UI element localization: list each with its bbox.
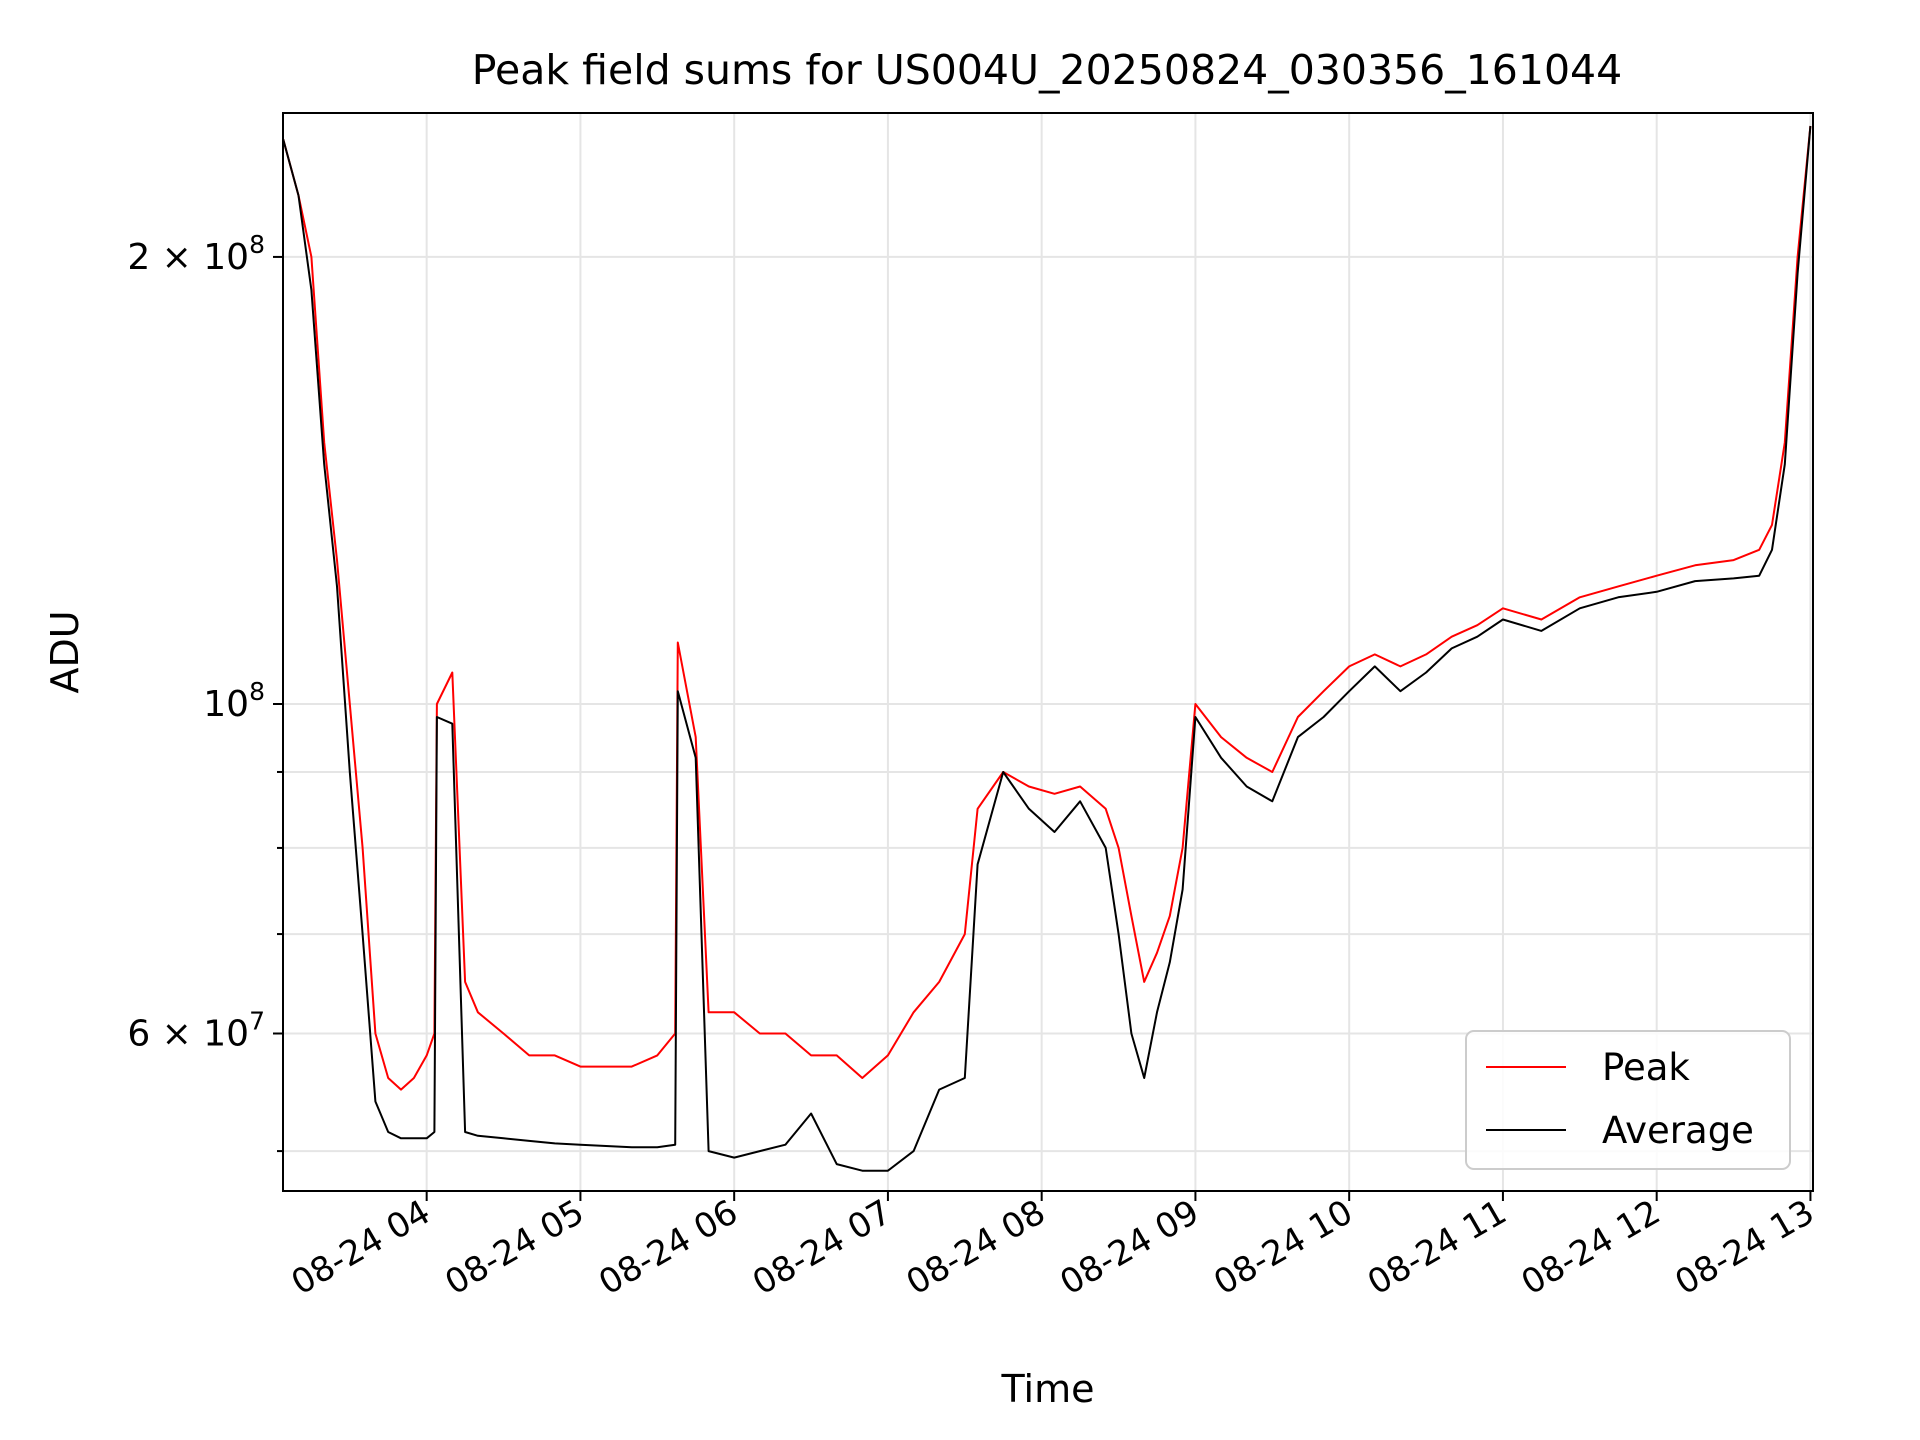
series-line-average xyxy=(283,125,1812,1172)
legend-box xyxy=(1465,1030,1791,1170)
series-layer xyxy=(283,125,1812,1172)
y-tick-label: 108 xyxy=(203,677,265,725)
y-axis-label: ADU xyxy=(43,610,87,693)
plot-area-frame xyxy=(282,112,1814,1192)
y-tick-times-sign: × xyxy=(150,237,203,278)
x-axis-label: Time xyxy=(1001,1367,1095,1411)
y-tick-times-sign: × xyxy=(150,1013,203,1054)
y-tick-base: 10 xyxy=(203,237,249,278)
y-tick-label: 2 × 108 xyxy=(127,230,265,278)
y-tick-base: 10 xyxy=(203,1013,249,1054)
y-tick-exponent: 8 xyxy=(249,677,265,706)
legend-label-average: Average xyxy=(1602,1109,1754,1152)
legend: Peak Average xyxy=(1465,1030,1791,1170)
y-tick-label: 6 × 107 xyxy=(127,1006,265,1054)
legend-label-peak: Peak xyxy=(1602,1046,1690,1089)
chart-title: Peak field sums for US004U_20250824_0303… xyxy=(472,46,1622,94)
y-tick-mantissa: 2 xyxy=(127,237,150,278)
y-tick-base: 10 xyxy=(203,684,249,725)
y-tick-exponent: 8 xyxy=(249,230,265,259)
y-tick-mantissa: 6 xyxy=(127,1013,150,1054)
y-tick-exponent: 7 xyxy=(249,1006,265,1035)
